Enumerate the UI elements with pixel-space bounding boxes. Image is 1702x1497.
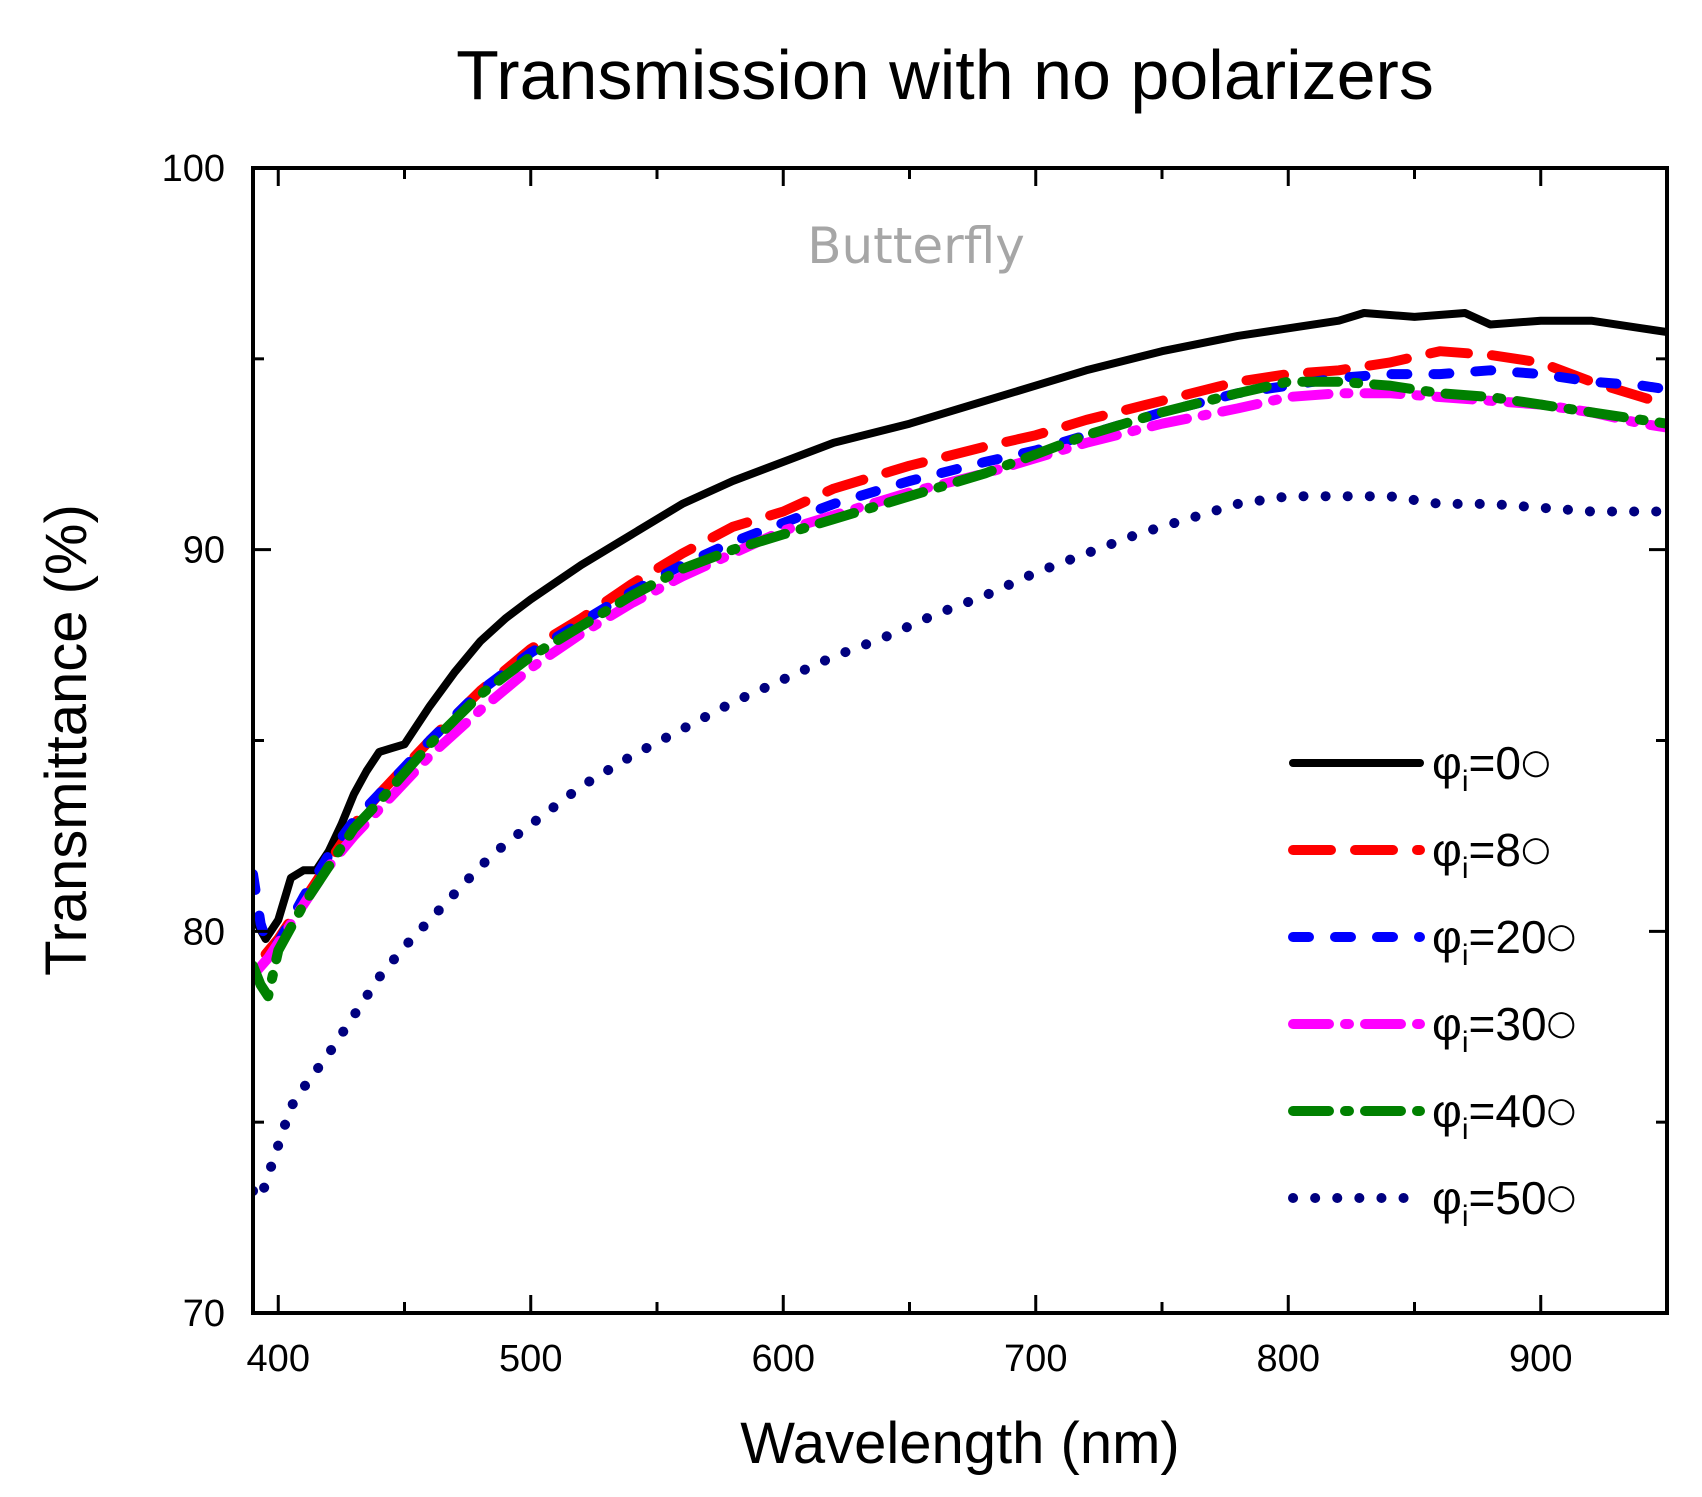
y-tick-label: 70	[183, 1293, 225, 1335]
legend-label: φi=8○	[1432, 824, 1551, 885]
annotation-label: Butterfly	[807, 217, 1025, 275]
axis-ticks: 400 500 600 700 800 900 70 80 90 100	[162, 148, 1669, 1380]
plot-area	[253, 309, 1667, 1204]
x-tick-label: 800	[1257, 1338, 1320, 1380]
legend-label: φi=30○	[1432, 998, 1576, 1059]
legend-label: φi=50○	[1432, 1172, 1576, 1233]
x-tick-label: 700	[1004, 1338, 1067, 1380]
chart-title: Transmission with no polarizers	[456, 36, 1434, 114]
x-tick-label: 900	[1509, 1338, 1572, 1380]
legend-label: φi=0○	[1432, 737, 1551, 798]
legend-label: φi=40○	[1432, 1085, 1576, 1146]
y-axis-label: Transmittance (%)	[34, 504, 99, 976]
series-line-4	[253, 376, 1667, 1002]
y-tick-label: 80	[183, 911, 225, 953]
y-tick-label: 100	[162, 148, 225, 190]
series-line-5	[253, 491, 1667, 1204]
series-line-0	[253, 309, 1667, 943]
x-tick-label: 400	[247, 1338, 310, 1380]
series-line-2	[253, 365, 1667, 952]
x-axis-label: Wavelength (nm)	[740, 1411, 1179, 1476]
x-tick-label: 600	[752, 1338, 815, 1380]
x-tick-label: 500	[499, 1338, 562, 1380]
legend: φi=0○ φi=8○ φi=20○ φi=30○ φi=40○ φi=50○	[1288, 737, 1576, 1233]
y-tick-label: 90	[183, 530, 225, 572]
legend-label: φi=20○	[1432, 911, 1576, 972]
